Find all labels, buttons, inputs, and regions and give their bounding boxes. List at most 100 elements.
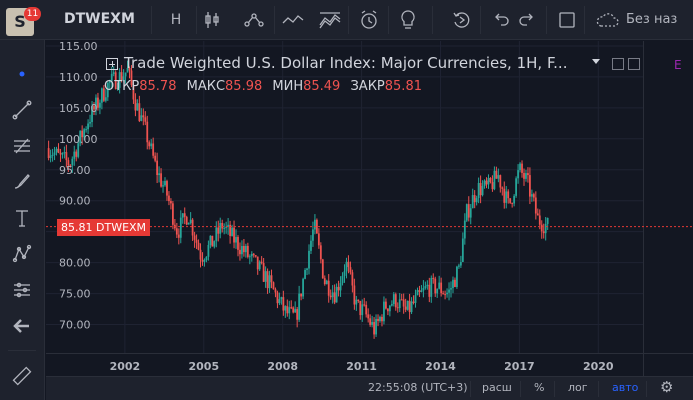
candle-body — [193, 235, 196, 240]
percent-scale-toggle[interactable]: % — [534, 381, 545, 394]
candle-body — [243, 246, 245, 253]
candle-body — [469, 208, 472, 218]
candle-body — [406, 300, 409, 310]
candle-body — [371, 322, 374, 325]
chart-pane[interactable]: 115.00 110.00 105.00 100.00 95.00 90.00 80.00 7… — [46, 41, 693, 400]
cloud-save-icon[interactable] — [592, 6, 622, 34]
prediction-icon[interactable] — [8, 276, 36, 304]
legend-hide-icon[interactable] — [628, 58, 640, 70]
crosshair-dot-icon[interactable] — [8, 60, 36, 88]
candle-body — [254, 255, 257, 257]
session-toggle[interactable]: расш — [482, 381, 512, 394]
replay-icon[interactable] — [450, 6, 474, 34]
legend-title[interactable]: Trade Weighted U.S. Dollar Index: Major … — [124, 54, 568, 72]
candle-body — [126, 68, 129, 73]
redo-icon[interactable] — [516, 6, 540, 34]
price-chart[interactable]: 115.00 110.00 105.00 100.00 95.00 90.00 80.00 7… — [46, 41, 693, 376]
candle-body — [227, 224, 230, 227]
candle-body — [156, 160, 159, 176]
candle-body — [465, 204, 468, 221]
candle-body — [164, 181, 166, 186]
candle-body — [100, 88, 103, 103]
indicators-icon[interactable] — [240, 6, 268, 34]
candle-body — [525, 173, 527, 179]
candle-body — [418, 290, 421, 293]
candle-body — [477, 182, 480, 199]
log-scale-toggle[interactable]: лог — [568, 381, 588, 394]
candle-body — [120, 72, 123, 81]
candle-body — [388, 305, 391, 312]
candle-body — [347, 261, 350, 268]
candle-body — [471, 195, 474, 209]
candle-body — [51, 154, 54, 156]
candles-icon[interactable] — [200, 6, 224, 34]
toolbar-divider — [480, 6, 481, 34]
candle-body — [239, 249, 241, 255]
candle-body — [150, 143, 153, 147]
scale-settings-icon[interactable]: ⚙ — [660, 378, 674, 396]
legend-dropdown-icon[interactable] — [592, 59, 600, 64]
toolbar-divider — [274, 6, 275, 34]
candle-body — [237, 237, 239, 250]
candle-body — [503, 188, 506, 203]
candle-body — [241, 246, 243, 255]
candle-body — [108, 80, 111, 83]
candle-body — [53, 152, 56, 155]
auto-scale-toggle[interactable]: авто — [612, 381, 639, 394]
legend-settings-icon[interactable] — [612, 58, 624, 70]
brush-icon[interactable] — [8, 168, 36, 196]
toolbar-divider — [584, 6, 585, 34]
candle-body — [213, 241, 216, 247]
candle-body — [85, 129, 88, 131]
y-tick-label: 80.00 — [59, 257, 91, 270]
pattern-icon[interactable] — [8, 240, 36, 268]
candle-body — [203, 260, 206, 262]
candle-body — [272, 282, 275, 290]
candle-body — [505, 191, 508, 203]
compare-line-icon[interactable] — [280, 6, 306, 34]
ohlc-values: ОТКР85.78 МАКС85.98 МИН85.49 ЗАКР85.81 — [104, 79, 428, 94]
back-arrow-icon[interactable] — [8, 312, 36, 340]
clock[interactable]: 22:55:08 (UTC+3) — [368, 381, 468, 394]
candle-body — [183, 213, 186, 217]
trend-line-icon[interactable] — [8, 96, 36, 124]
candle-body — [300, 293, 303, 297]
fullscreen-icon[interactable] — [554, 6, 580, 34]
legend-expand-icon[interactable] — [106, 58, 118, 70]
candle-body — [144, 117, 147, 122]
alert-icon[interactable] — [356, 6, 382, 34]
idea-bulb-icon[interactable] — [396, 6, 420, 34]
fib-tool-icon[interactable] — [8, 132, 36, 160]
ruler-icon[interactable] — [8, 362, 36, 390]
layout-name[interactable]: Без наз — [626, 12, 678, 27]
candle-body — [536, 213, 539, 216]
interval-button[interactable]: H — [170, 12, 182, 28]
templates-icon[interactable] — [316, 6, 344, 34]
candle-body — [489, 177, 492, 183]
undo-icon[interactable] — [488, 6, 512, 34]
candle-body — [162, 185, 164, 187]
candle-body — [118, 72, 121, 88]
candle-body — [538, 215, 541, 225]
candle-body — [493, 170, 496, 190]
candle-body — [185, 216, 188, 225]
x-tick-label: 2020 — [583, 360, 614, 373]
symbol-search-button[interactable]: DTWEXM — [64, 11, 135, 27]
candle-body — [308, 250, 310, 269]
candle-body — [527, 173, 529, 176]
candle-body — [215, 227, 218, 242]
candle-body — [124, 72, 127, 77]
candle-body — [181, 213, 184, 218]
text-tool-icon[interactable] — [8, 204, 36, 232]
candle-body — [361, 304, 364, 316]
legend-exchange-badge: E — [674, 58, 682, 72]
candle-body — [544, 223, 547, 234]
candle-body — [497, 175, 500, 179]
candle-body — [446, 292, 448, 295]
toolbar-divider — [348, 6, 349, 34]
candle-body — [540, 224, 543, 232]
candle-body — [426, 284, 429, 287]
candle-body — [177, 234, 180, 238]
candle-body — [400, 299, 403, 301]
candle-body — [99, 102, 101, 108]
